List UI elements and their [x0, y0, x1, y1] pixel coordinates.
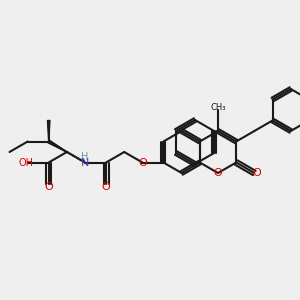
Polygon shape [48, 140, 67, 152]
Text: H: H [81, 152, 89, 163]
Text: CH₃: CH₃ [210, 103, 226, 112]
Text: O: O [102, 182, 110, 191]
Text: O: O [252, 168, 261, 178]
Text: O: O [44, 182, 53, 191]
Text: O: O [214, 168, 222, 178]
Polygon shape [47, 121, 50, 142]
Text: N: N [81, 158, 89, 167]
Text: O: O [138, 158, 147, 167]
Text: OH: OH [18, 158, 33, 167]
